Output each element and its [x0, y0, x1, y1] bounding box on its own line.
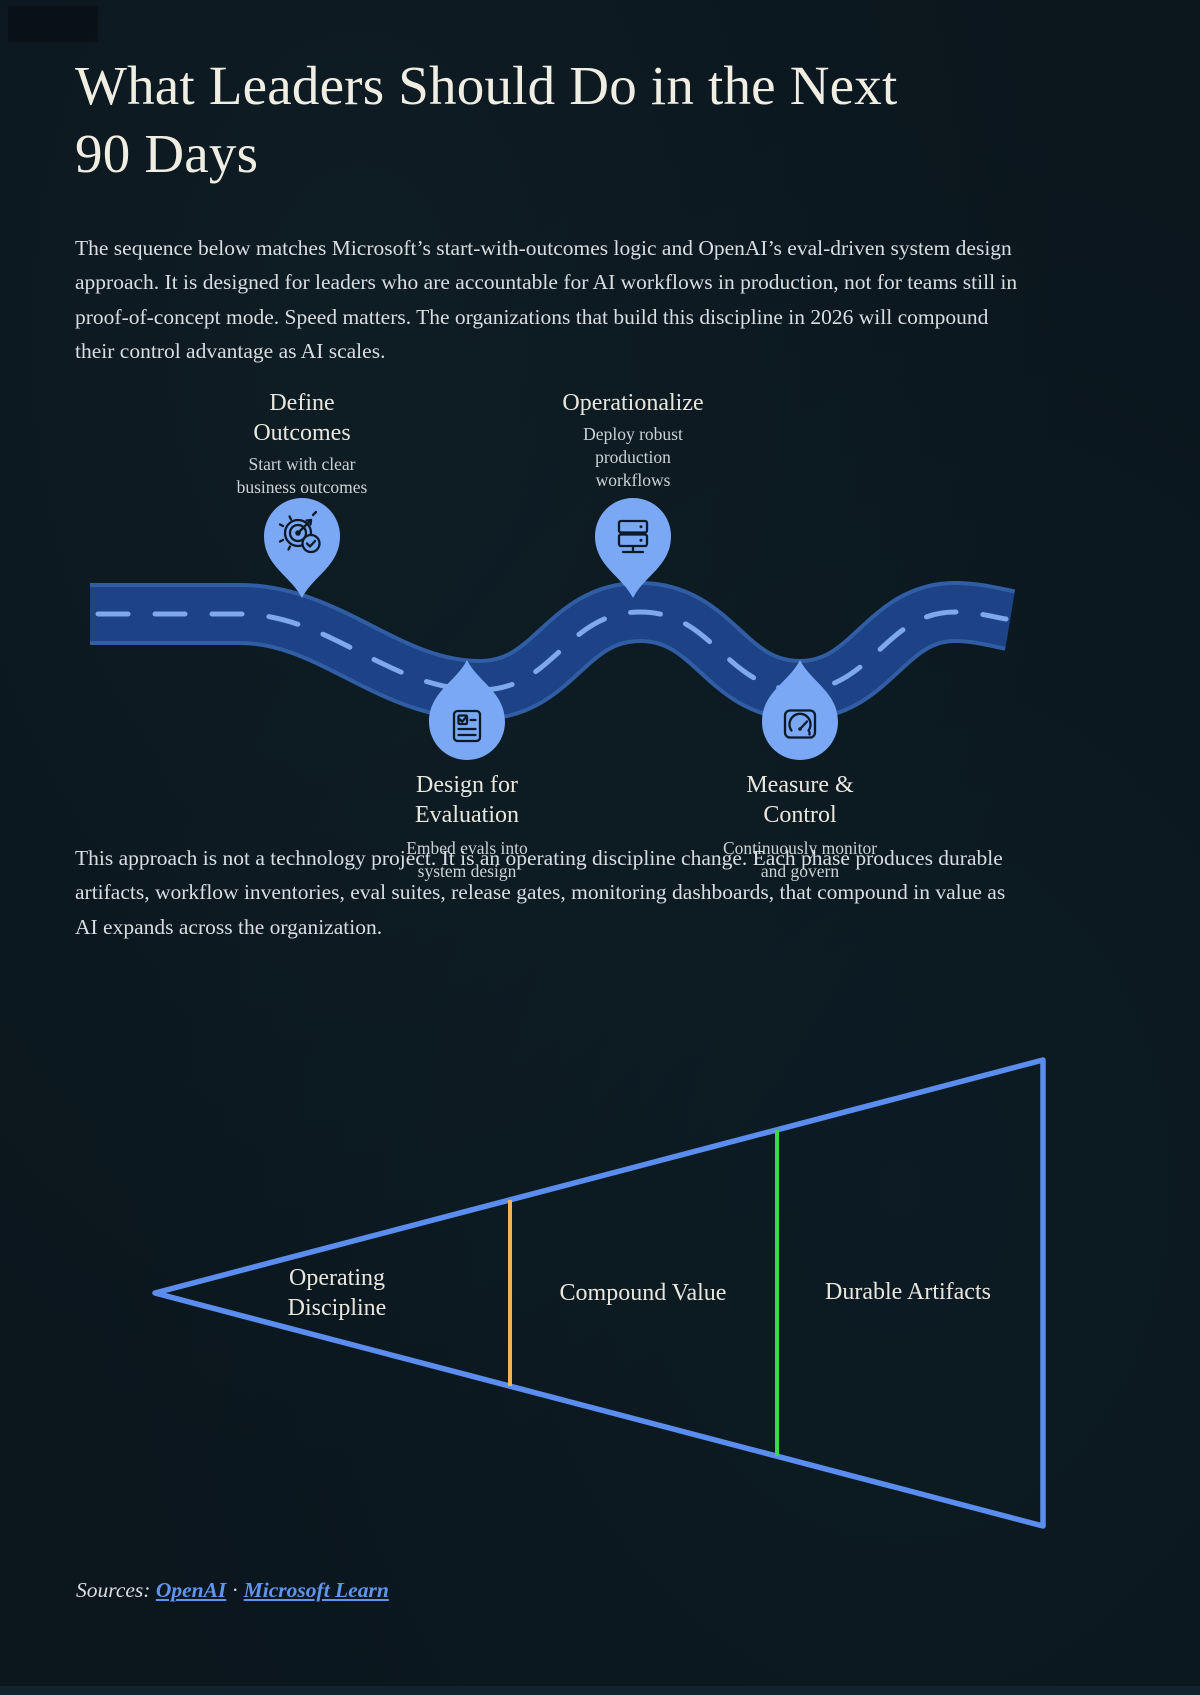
- middle-paragraph: This approach is not a technology projec…: [75, 846, 1006, 939]
- road-graphic: [90, 580, 1016, 722]
- milestone-define-outcomes: Define Outcomes Start with clear busines…: [202, 388, 402, 499]
- checklist-icon: [452, 709, 482, 743]
- milestone-design-for-evaluation: Design for Evaluation Embed evals into s…: [387, 770, 547, 883]
- funnel-segment-label-durable-artifacts: Durable Artifacts: [825, 1279, 991, 1305]
- milestone-title: Define Outcomes: [253, 390, 351, 446]
- source-link-microsoft-learn[interactable]: Microsoft Learn: [243, 1578, 389, 1602]
- sources-label: Sources:: [76, 1578, 151, 1602]
- funnel-segment-label-operating-discipline: Operating Discipline: [287, 1265, 387, 1321]
- page-title-line-2: 90 Days: [75, 122, 259, 184]
- milestone-pin-measure-control: [762, 660, 838, 760]
- road-edge: [90, 580, 1016, 722]
- funnel-segment-label-compound-value: Compound Value: [559, 1280, 727, 1306]
- page-title-line-1: What Leaders Should Do in the Next: [75, 55, 898, 116]
- road-center-dashes: [95, 609, 1009, 693]
- road-surface: [90, 584, 1015, 718]
- source-separator: ·: [232, 1578, 238, 1602]
- sources-line: Sources: OpenAI · Microsoft Learn: [76, 1578, 389, 1603]
- gauge-icon: [783, 709, 817, 739]
- milestone-subtitle: Embed evals into system design: [406, 838, 528, 881]
- milestone-title: Operationalize: [562, 390, 704, 416]
- target-check-icon: [278, 510, 321, 554]
- source-link-openai[interactable]: OpenAI: [155, 1578, 227, 1602]
- milestone-pin-design-for-evaluation: [429, 660, 505, 760]
- milestone-title: Measure & Control: [746, 772, 854, 828]
- milestone-title: Design for Evaluation: [415, 772, 519, 828]
- milestone-pin-define-outcomes: [264, 498, 340, 598]
- bottom-strip: [0, 1686, 1200, 1695]
- milestone-subtitle: Continuously monitor and govern: [722, 838, 878, 881]
- milestone-operationalize: Operationalize Deploy robust production …: [533, 388, 733, 491]
- server-icon: [617, 519, 649, 554]
- milestone-measure-control: Measure & Control Continuously monitor a…: [715, 770, 885, 883]
- intro-paragraph: The sequence below matches Microsoft’s s…: [75, 236, 1018, 364]
- milestone-pin-operationalize: [595, 498, 671, 598]
- milestone-subtitle: Start with clear business outcomes: [236, 454, 368, 497]
- milestone-subtitle: Deploy robust production workflows: [583, 424, 683, 490]
- background-corner-patch: [8, 6, 98, 42]
- page-title: What Leaders Should Do in the Next 90 Da…: [75, 52, 1075, 187]
